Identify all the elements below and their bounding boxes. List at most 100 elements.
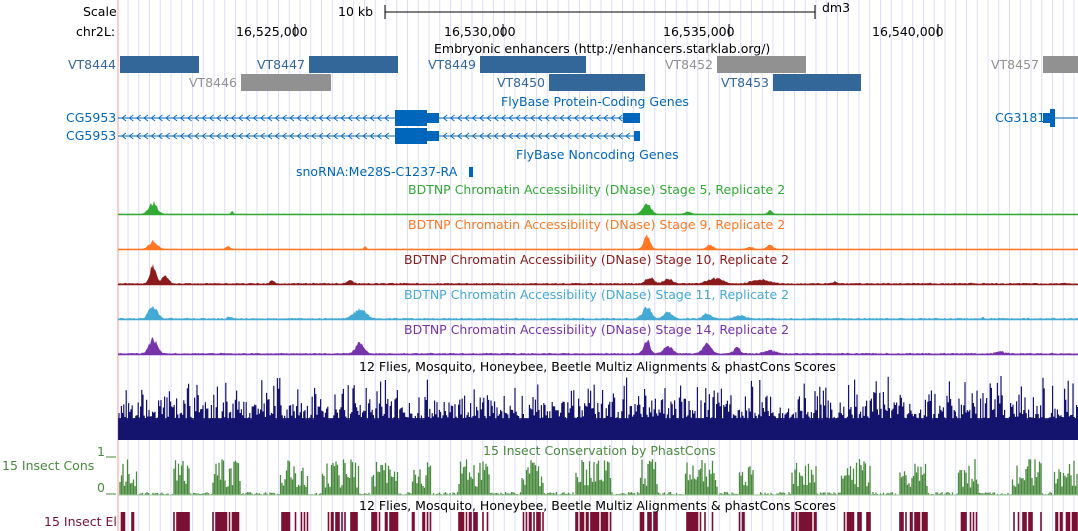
strand-arrow-icon — [318, 132, 324, 140]
enhancer-label[interactable]: VT8446 — [189, 75, 237, 90]
protein-coding-track-title[interactable]: FlyBase Protein-Coding Genes — [501, 94, 689, 109]
enhancer-vt8452[interactable] — [717, 56, 806, 73]
strand-arrow-icon — [552, 132, 557, 140]
strand-arrow-icon — [376, 132, 382, 140]
strand-arrow-icon — [573, 114, 579, 122]
gene-exon — [1050, 109, 1055, 127]
enhancer-label[interactable]: VT8453 — [721, 75, 769, 90]
dnase-signal-stage-1 — [118, 233, 1078, 249]
enhancer-vt8449[interactable] — [480, 56, 586, 73]
enhancer-vt8444[interactable] — [120, 56, 199, 73]
strand-arrow-icon — [260, 132, 265, 140]
strand-arrow-icon — [281, 132, 287, 140]
strand-arrow-icon — [566, 132, 572, 140]
strand-arrow-icon — [128, 114, 134, 122]
gene-exon — [395, 110, 427, 126]
strand-arrow-icon — [384, 132, 390, 140]
enhancer-vt8447[interactable] — [309, 56, 398, 73]
gene-exon — [469, 167, 473, 177]
strand-arrow-icon — [187, 132, 192, 140]
strand-arrow-icon — [479, 114, 484, 122]
strand-arrow-icon — [369, 132, 375, 140]
dnase-signal-stage-0 — [118, 200, 1078, 214]
strand-arrow-icon — [442, 132, 448, 140]
enhancer-label[interactable]: VT8447 — [257, 57, 305, 72]
dnase-stage5-title[interactable]: BDTNP Chromatin Accessibility (DNase) St… — [408, 182, 786, 197]
gene-label[interactable]: CG5953 — [66, 110, 117, 125]
phastcons-side-label[interactable]: 15 Insect Cons — [2, 458, 95, 473]
dnase-stage9-title[interactable]: BDTNP Chromatin Accessibility (DNase) St… — [408, 217, 786, 232]
strand-arrow-icon — [245, 132, 251, 140]
strand-arrow-icon — [603, 132, 609, 140]
strand-arrow-icon — [267, 114, 273, 122]
strand-arrow-icon — [340, 114, 346, 122]
dnase-stage10-title[interactable]: BDTNP Chromatin Accessibility (DNase) St… — [404, 252, 790, 267]
enhancer-label[interactable]: VT8449 — [428, 57, 476, 72]
strand-arrow-icon — [500, 132, 506, 140]
phastcons-track-title[interactable]: 15 Insect Conservation by PhastCons — [483, 443, 716, 458]
strand-arrow-icon — [595, 114, 601, 122]
strand-arrow-icon — [157, 114, 163, 122]
enhancer-label[interactable]: VT8450 — [497, 75, 545, 90]
enhancer-label[interactable]: VT8444 — [68, 57, 116, 72]
strand-arrow-icon — [530, 114, 536, 122]
enhancer-vt8453[interactable] — [773, 74, 861, 91]
strand-arrow-icon — [449, 132, 455, 140]
strand-arrow-icon — [362, 132, 368, 140]
strand-arrow-icon — [508, 132, 514, 140]
conserved-element-bars — [120, 512, 1078, 531]
strand-arrow-icon — [625, 132, 630, 140]
strand-arrow-icon — [296, 132, 302, 140]
strand-arrow-icon — [486, 132, 492, 140]
strand-arrow-icon — [216, 114, 222, 122]
enhancer-label[interactable]: VT8457 — [991, 57, 1039, 72]
strand-arrow-icon — [515, 114, 521, 122]
strand-arrow-icon — [471, 132, 477, 140]
elements-side-label[interactable]: 15 Insect El — [44, 514, 117, 529]
enhancer-vt8457[interactable] — [1043, 56, 1078, 73]
strand-arrow-icon — [172, 114, 178, 122]
strand-arrow-icon — [457, 132, 463, 140]
dnase-stage11-title[interactable]: BDTNP Chromatin Accessibility (DNase) St… — [404, 287, 790, 302]
strand-arrow-icon — [252, 132, 258, 140]
strand-arrow-icon — [179, 114, 185, 122]
strand-arrow-icon — [194, 132, 200, 140]
multiz-conservation-base — [118, 418, 1078, 440]
enhancer-vt8450[interactable] — [549, 74, 645, 91]
enhancer-vt8446[interactable] — [241, 74, 331, 91]
enhancers-track-title[interactable]: Embryonic enhancers (http://enhancers.st… — [434, 41, 771, 56]
ruler-tick-label: 16,530,000 — [444, 24, 516, 39]
strand-arrow-icon — [238, 114, 244, 122]
enhancer-label[interactable]: VT8452 — [665, 57, 713, 72]
ruler-tick-label: 16,525,000 — [236, 24, 308, 39]
strand-arrow-icon — [595, 132, 601, 140]
strand-arrow-icon — [479, 132, 484, 140]
strand-arrow-icon — [340, 132, 346, 140]
strand-arrow-icon — [566, 114, 572, 122]
multiz-track-title[interactable]: 12 Flies, Mosquito, Honeybee, Beetle Mul… — [359, 359, 836, 374]
strand-arrow-icon — [230, 114, 236, 122]
strand-arrow-icon — [289, 114, 295, 122]
gene-label[interactable]: CG31816 — [995, 110, 1054, 125]
ruler-tick-label: 16,535,000 — [663, 24, 735, 39]
strand-arrow-icon — [544, 114, 550, 122]
noncoding-track-title[interactable]: FlyBase Noncoding Genes — [516, 147, 679, 162]
elements-track-title[interactable]: 12 Flies, Mosquito, Honeybee, Beetle Mul… — [359, 498, 836, 513]
gene-label[interactable]: snoRNA:Me28S-C1237-RA — [296, 164, 458, 179]
strand-arrow-icon — [187, 114, 192, 122]
strand-arrow-icon — [201, 114, 207, 122]
strand-arrow-icon — [376, 114, 382, 122]
strand-arrow-icon — [150, 114, 156, 122]
gene-label[interactable]: CG5953 — [66, 128, 117, 143]
strand-arrow-icon — [573, 132, 579, 140]
strand-arrow-icon — [500, 114, 506, 122]
strand-arrow-icon — [165, 132, 171, 140]
strand-arrow-icon — [194, 114, 200, 122]
strand-arrow-icon — [325, 114, 331, 122]
strand-arrow-icon — [537, 114, 543, 122]
strand-arrow-icon — [384, 114, 390, 122]
dnase-stage14-title[interactable]: BDTNP Chromatin Accessibility (DNase) St… — [404, 322, 790, 337]
strand-arrow-icon — [508, 114, 514, 122]
dnase-signal-stage-4 — [118, 337, 1078, 354]
